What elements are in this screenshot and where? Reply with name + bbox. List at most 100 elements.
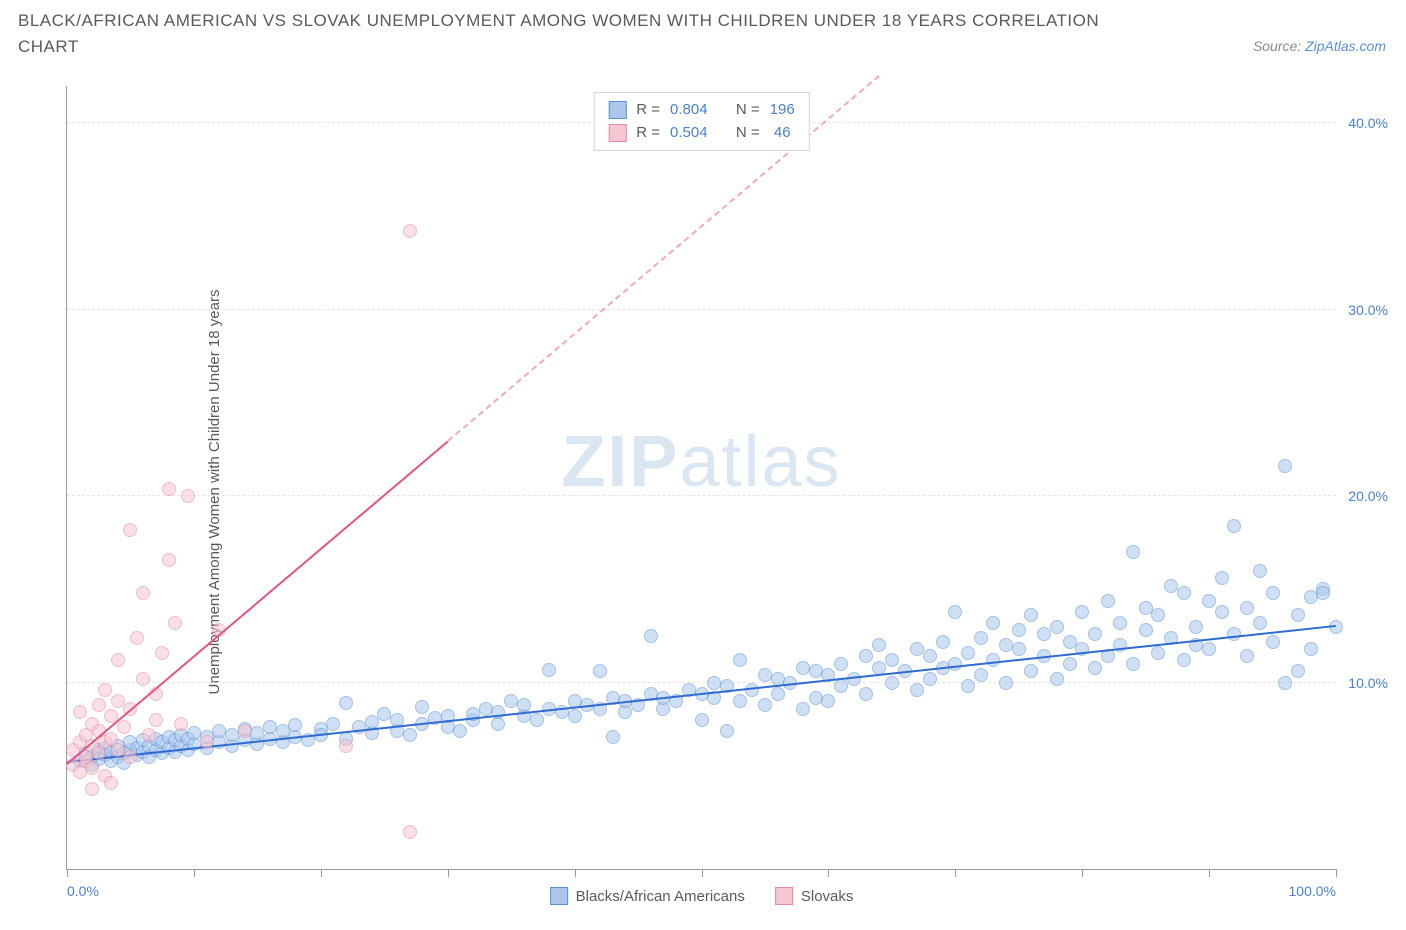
data-point-blue (415, 700, 429, 714)
x-tick (575, 869, 576, 877)
data-point-blue (733, 653, 747, 667)
data-point-blue (821, 694, 835, 708)
data-point-pink (200, 735, 214, 749)
r-value: 0.804 (670, 99, 708, 122)
x-tick-label-min: 0.0% (67, 883, 99, 899)
data-point-blue (606, 730, 620, 744)
legend-swatch (608, 124, 626, 142)
chart-title: BLACK/AFRICAN AMERICAN VS SLOVAK UNEMPLO… (18, 8, 1118, 59)
data-point-blue (1139, 623, 1153, 637)
data-point-blue (695, 713, 709, 727)
data-point-pink (136, 672, 150, 686)
data-point-pink (162, 553, 176, 567)
data-point-pink (73, 705, 87, 719)
y-tick-label: 20.0% (1348, 488, 1388, 504)
data-point-pink (85, 782, 99, 796)
x-tick (702, 869, 703, 877)
data-point-blue (859, 687, 873, 701)
data-point-pink (98, 683, 112, 697)
data-point-blue (1126, 657, 1140, 671)
legend-swatch (550, 887, 568, 905)
data-point-pink (238, 724, 252, 738)
data-point-blue (1304, 642, 1318, 656)
data-point-blue (1075, 605, 1089, 619)
data-point-blue (644, 629, 658, 643)
scatter-plot: ZIPatlas R =0.804 N =196R =0.504 N = 46 … (66, 86, 1336, 870)
correlation-legend: R =0.804 N =196R =0.504 N = 46 (593, 92, 809, 151)
data-point-blue (288, 718, 302, 732)
gridline (67, 495, 1336, 496)
data-point-blue (1113, 616, 1127, 630)
data-point-blue (1151, 646, 1165, 660)
data-point-blue (961, 646, 975, 660)
data-point-blue (339, 696, 353, 710)
data-point-blue (834, 657, 848, 671)
data-point-blue (758, 698, 772, 712)
data-point-blue (936, 635, 950, 649)
data-point-blue (1088, 627, 1102, 641)
data-point-blue (720, 724, 734, 738)
data-point-blue (593, 664, 607, 678)
data-point-blue (1316, 586, 1330, 600)
data-point-blue (1024, 608, 1038, 622)
data-point-blue (1151, 608, 1165, 622)
data-point-blue (1189, 620, 1203, 634)
data-point-blue (1240, 601, 1254, 615)
data-point-blue (1215, 605, 1229, 619)
data-point-blue (453, 724, 467, 738)
r-label: R = (636, 99, 660, 122)
data-point-blue (923, 672, 937, 686)
y-tick-label: 30.0% (1348, 302, 1388, 318)
legend-swatch (608, 101, 626, 119)
n-would: N = (736, 122, 760, 145)
data-point-pink (123, 750, 137, 764)
watermark: ZIPatlas (561, 421, 841, 503)
data-point-blue (542, 663, 556, 677)
data-point-blue (1215, 571, 1229, 585)
data-point-blue (1202, 594, 1216, 608)
data-point-blue (1240, 649, 1254, 663)
data-point-blue (885, 676, 899, 690)
data-point-pink (142, 728, 156, 742)
data-point-pink (123, 523, 137, 537)
data-point-blue (1202, 642, 1216, 656)
data-point-blue (1101, 594, 1115, 608)
series-legend: Blacks/African AmericansSlovaks (550, 887, 854, 905)
source-attribution: Source: ZipAtlas.com (1253, 38, 1386, 54)
data-point-blue (834, 679, 848, 693)
data-point-blue (1278, 459, 1292, 473)
n-would: N = (736, 99, 760, 122)
data-point-blue (530, 713, 544, 727)
trend-line-blue (67, 625, 1336, 763)
data-point-blue (1050, 672, 1064, 686)
data-point-blue (885, 653, 899, 667)
r-label: R = (636, 122, 660, 145)
data-point-pink (149, 713, 163, 727)
data-point-blue (948, 657, 962, 671)
n-value: 46 (770, 122, 791, 145)
source-link[interactable]: ZipAtlas.com (1305, 38, 1386, 54)
x-tick (955, 869, 956, 877)
data-point-pink (136, 586, 150, 600)
data-point-pink (403, 825, 417, 839)
data-point-blue (974, 631, 988, 645)
legend-swatch (775, 887, 793, 905)
data-point-pink (339, 739, 353, 753)
data-point-blue (1050, 620, 1064, 634)
x-tick (194, 869, 195, 877)
data-point-blue (1012, 623, 1026, 637)
data-point-blue (1291, 608, 1305, 622)
data-point-blue (974, 668, 988, 682)
data-point-blue (1024, 664, 1038, 678)
data-point-blue (326, 717, 340, 731)
data-point-blue (517, 698, 531, 712)
data-point-blue (1126, 545, 1140, 559)
source-prefix: Source: (1253, 38, 1305, 54)
legend-item: Blacks/African Americans (550, 887, 745, 905)
data-point-blue (1012, 642, 1026, 656)
data-point-pink (181, 489, 195, 503)
legend-row: R =0.504 N = 46 (608, 122, 794, 145)
data-point-blue (1266, 586, 1280, 600)
data-point-blue (961, 679, 975, 693)
data-point-blue (771, 687, 785, 701)
